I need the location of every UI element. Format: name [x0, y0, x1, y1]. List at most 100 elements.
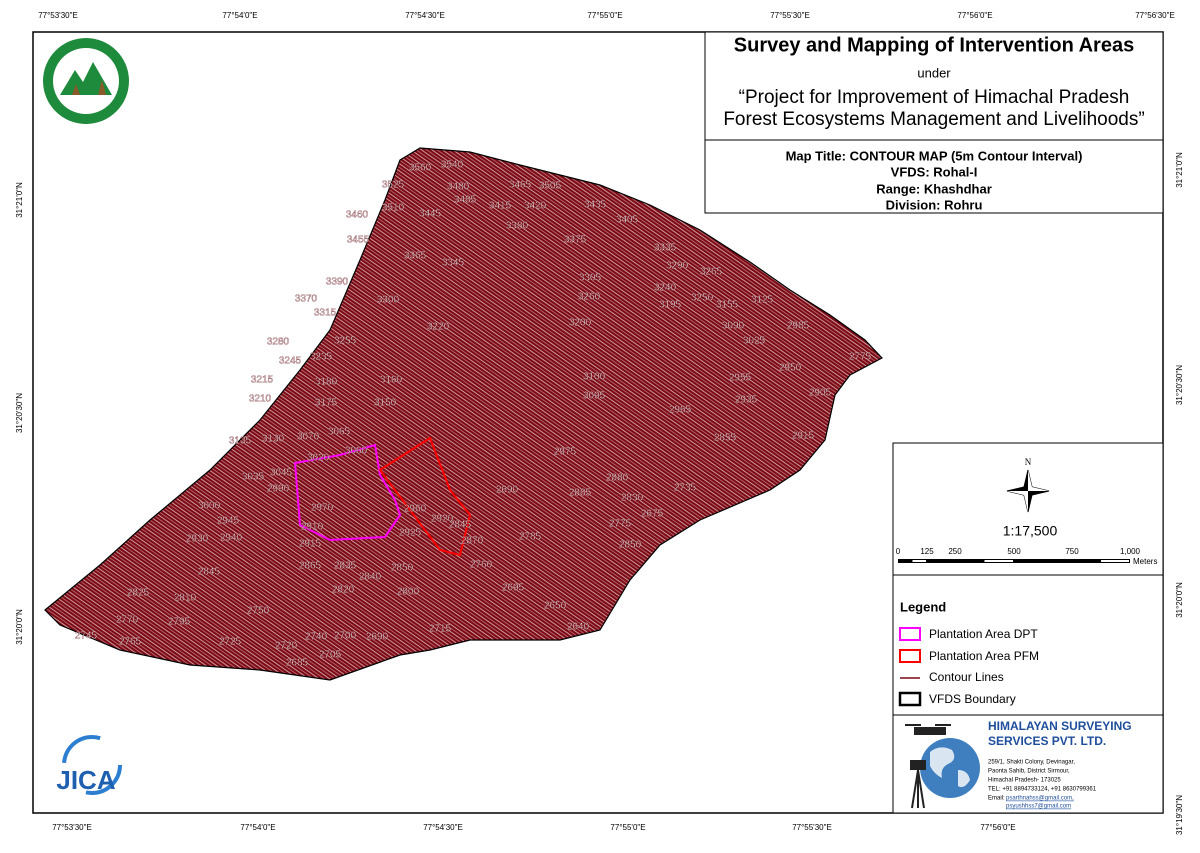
contour-label: 3380	[506, 221, 529, 232]
vfds: VFDS: Rohal-I	[891, 164, 978, 179]
address-line: TEL: +91 8894733124, +91 8630799361	[988, 787, 1097, 793]
coord-label: 77°54'30"E	[405, 11, 445, 20]
contour-label: 2910	[301, 522, 324, 533]
scale-tick-label: 125	[920, 547, 934, 556]
contour-label: 2920	[431, 514, 454, 525]
scale-segment-light	[1101, 560, 1129, 562]
legend-item: Plantation Area DPT	[929, 627, 1038, 641]
contour-label: 2935	[735, 395, 758, 406]
plantation-pfm	[378, 436, 472, 557]
jica-arc	[62, 735, 122, 795]
company-drone	[905, 724, 951, 735]
contour-label: 2650	[544, 601, 567, 612]
company-globe	[920, 738, 980, 798]
contour-label: 3435	[584, 200, 607, 211]
contour-label: 3245	[279, 356, 302, 367]
forest-logo-mountain	[60, 62, 112, 95]
contour-label: 3135	[229, 436, 252, 447]
contour-label: 3180	[315, 377, 338, 388]
contour-label: 2970	[311, 503, 334, 514]
contour-label: 2955	[729, 373, 752, 384]
scale-segment	[1014, 559, 1072, 563]
plantation-dpt	[293, 443, 402, 542]
north-arrow-half	[1007, 470, 1049, 512]
contour-label: 3365	[404, 251, 427, 262]
legend-swatch	[899, 649, 921, 663]
scale-unit: Meters	[1133, 557, 1157, 566]
contour-label: 3505	[539, 181, 562, 192]
contour-label: 3250	[691, 293, 714, 304]
contour-label: 2965	[669, 405, 692, 416]
coord-label: 77°56'30"E	[1135, 11, 1175, 20]
contour-label: 2735	[674, 483, 697, 494]
coord-label: 31°21'0"N	[15, 182, 24, 218]
contour-label: 2945	[217, 516, 240, 527]
contour-label: 3150	[374, 398, 397, 409]
legend-swatch	[898, 691, 922, 707]
contour-label: 2690	[496, 485, 519, 496]
contour-label: 3465	[509, 180, 532, 191]
contour-label: 3210	[249, 394, 272, 405]
title: Survey and Mapping of Intervention Areas	[734, 34, 1134, 56]
legend-box	[892, 574, 1164, 716]
contour-label: 2685	[286, 658, 309, 669]
contour-label: 2760	[470, 560, 493, 571]
contour-labels: 3560 3540 3525 3480 3465 3505 3510 3445 3485 3415…	[75, 159, 872, 669]
division: Division: Rohru	[886, 197, 983, 212]
contour-label: 2940	[220, 533, 243, 544]
contour-label: 2960	[404, 504, 427, 515]
contour-label: 2925	[399, 528, 422, 539]
contour-label: 2885	[569, 488, 592, 499]
coord-label: 77°54'30"E	[423, 823, 463, 832]
contour-label: 3215	[251, 375, 274, 386]
contour-label: 3510	[382, 203, 405, 214]
contour-area	[44, 147, 883, 681]
coord-label: 77°54'0"E	[222, 11, 257, 20]
contour-label: 3460	[346, 210, 369, 221]
contour-label: 2795	[168, 617, 191, 628]
contour-label: 2855	[714, 433, 737, 444]
contour-label: 2905	[809, 388, 832, 399]
coord-label: 77°56'0"E	[957, 11, 992, 20]
email: psarthnahss@gmail.com,	[1006, 796, 1074, 802]
contour-label: 3060	[345, 446, 368, 457]
contour-label: 3035	[242, 472, 265, 483]
contour-label: 3020	[307, 453, 330, 464]
contour-label: 3175	[315, 398, 338, 409]
contour-label: 3240	[654, 283, 677, 294]
legend-title: Legend	[900, 599, 946, 614]
company-name: SERVICES PVT. LTD.	[988, 734, 1106, 748]
contour-label: 3405	[616, 215, 639, 226]
contour-label: 2800	[397, 587, 420, 598]
coord-label: 77°55'0"E	[587, 11, 622, 20]
contour-label: 2690	[366, 632, 389, 643]
contour-label: 3335	[654, 243, 677, 254]
contour-label: 3540	[441, 160, 464, 171]
contour-label: 2770	[116, 615, 139, 626]
contour-label: 2775	[849, 352, 872, 363]
scale-tick-label: 1,000	[1120, 547, 1141, 556]
contour-label: 3090	[722, 321, 745, 332]
contour-label: 3000	[198, 501, 221, 512]
scale-tick-label: 250	[948, 547, 962, 556]
contour-label: 2640	[567, 622, 590, 633]
coord-label: 77°53'30"E	[52, 823, 92, 832]
contour-label: 2675	[641, 509, 664, 520]
scale-tick-label: 0	[896, 547, 901, 556]
scale-segment	[927, 559, 955, 563]
scale-tick-label: 500	[1007, 547, 1021, 556]
contour-label: 2725	[219, 637, 242, 648]
coord-label: 77°56'0"E	[980, 823, 1015, 832]
coord-label: 77°53'30"E	[38, 11, 78, 20]
coord-label: 31°20'30"N	[15, 393, 24, 433]
contour-label: 3235	[310, 352, 333, 363]
coord-label: 31°20'30"N	[1175, 365, 1184, 405]
scale-segment-light	[912, 560, 926, 562]
contour-label: 2845	[198, 567, 221, 578]
coord-label: 31°20'0"N	[1175, 582, 1184, 618]
contour-label: 3265	[700, 267, 723, 278]
contour-label: 3480	[447, 182, 470, 193]
